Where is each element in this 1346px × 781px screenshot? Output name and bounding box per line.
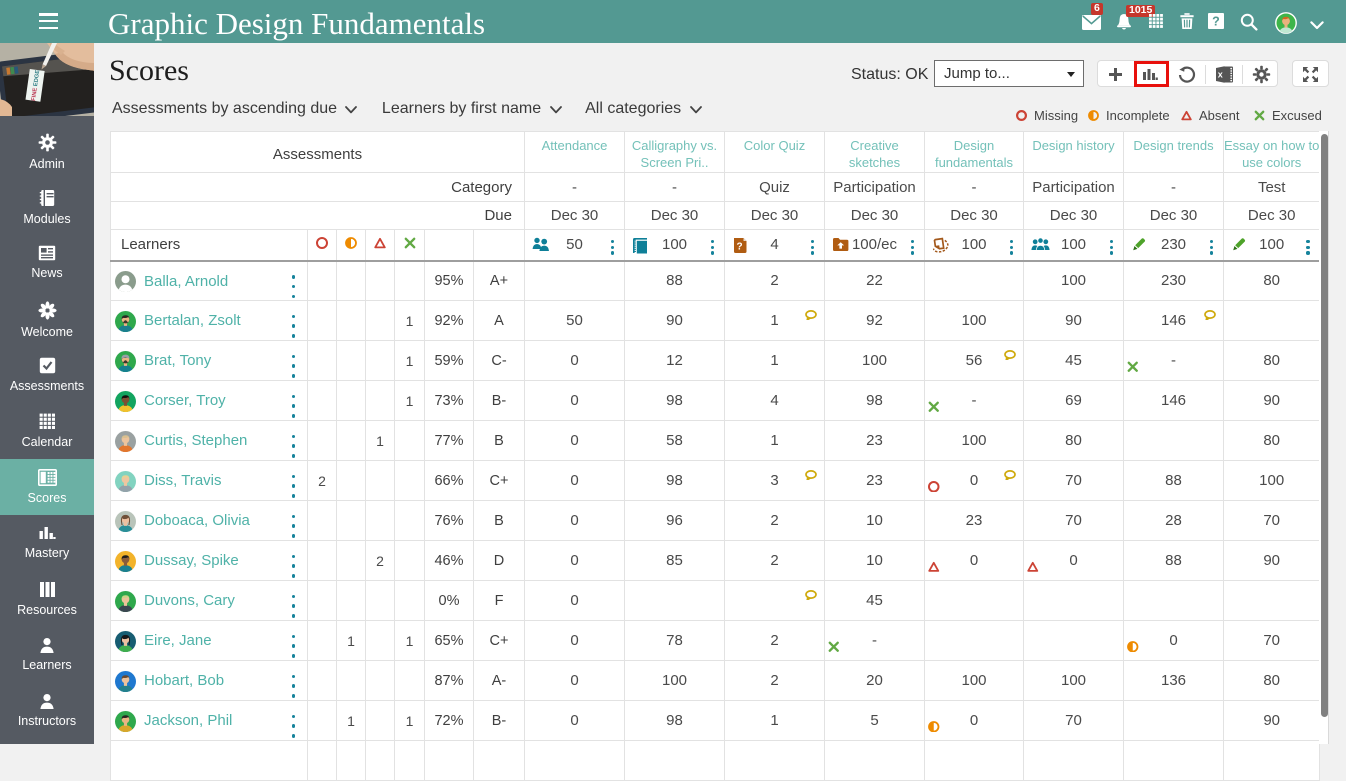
svg-text:?: ? <box>737 242 743 253</box>
svg-text:x: x <box>1217 70 1222 80</box>
svg-text:?: ? <box>1212 14 1220 28</box>
svg-text:FINE EDGE: FINE EDGE <box>31 69 41 101</box>
